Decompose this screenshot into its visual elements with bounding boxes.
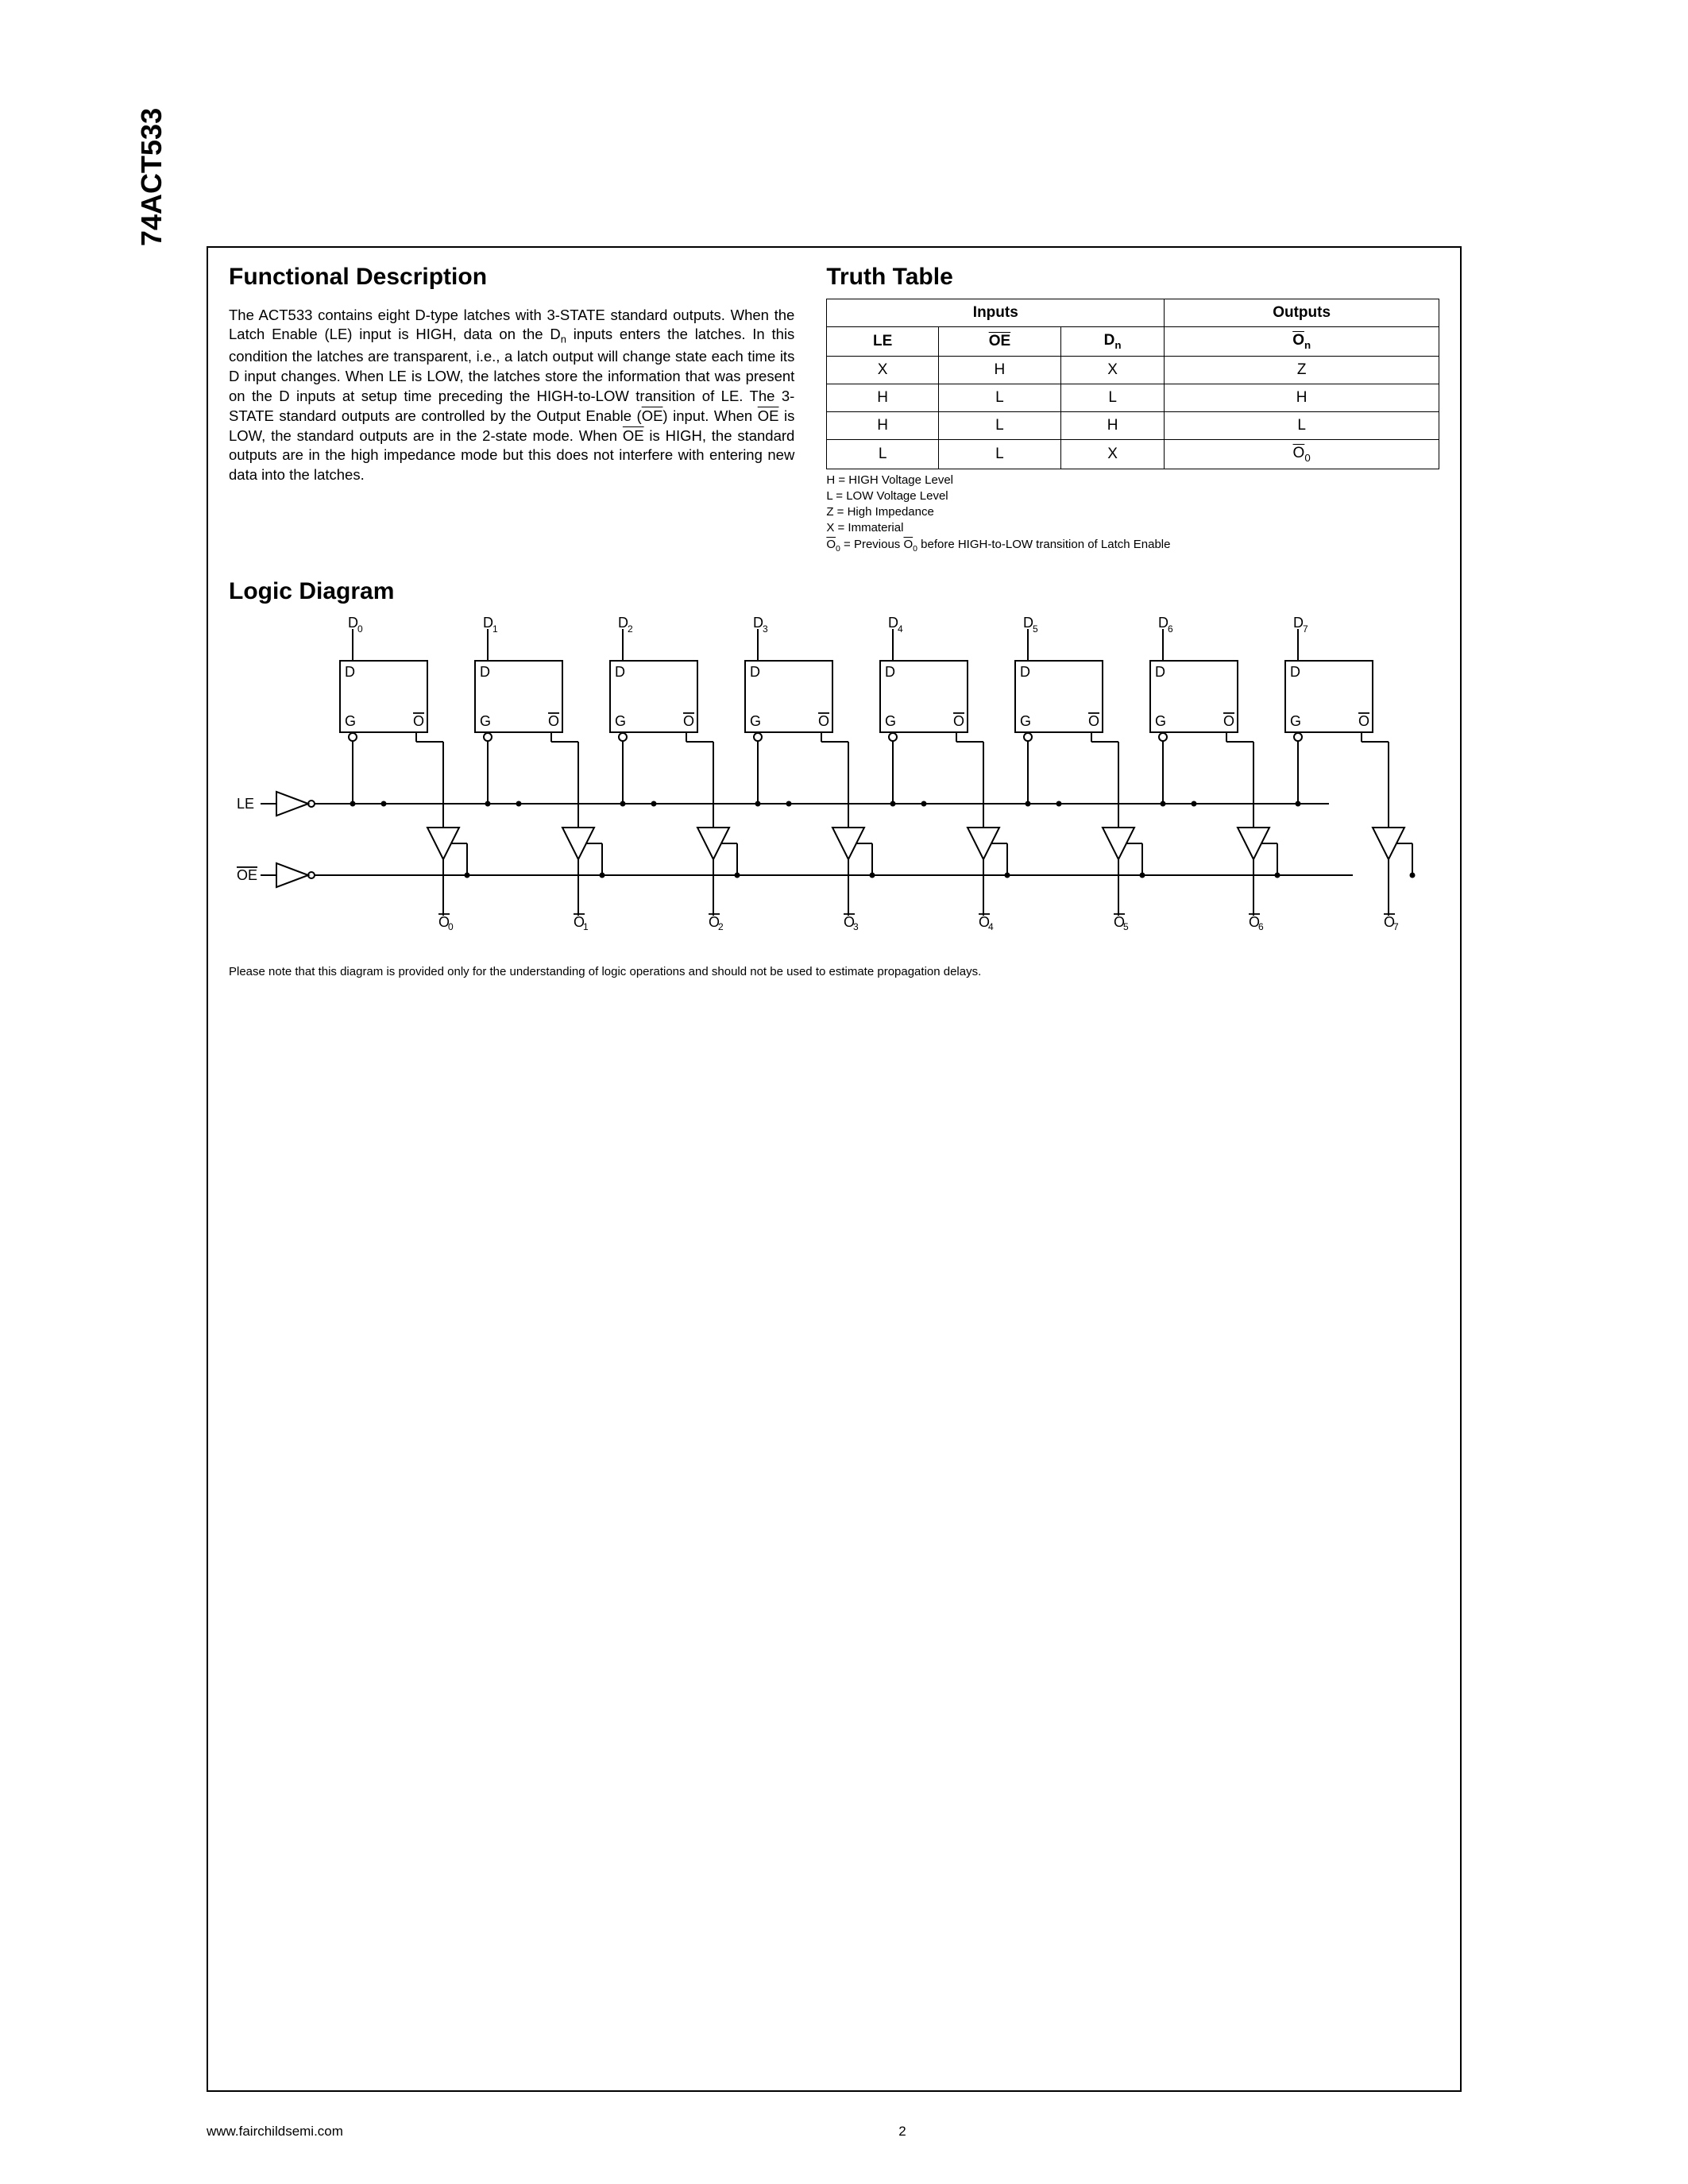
svg-text:4: 4 bbox=[898, 623, 903, 635]
svg-text:D: D bbox=[1290, 664, 1300, 680]
col-dn: Dn bbox=[1060, 327, 1164, 357]
section-heading: Logic Diagram bbox=[229, 578, 1439, 605]
svg-text:D: D bbox=[1020, 664, 1030, 680]
functional-description: Functional Description The ACT533 contai… bbox=[229, 264, 794, 554]
svg-text:O: O bbox=[1088, 713, 1099, 729]
svg-text:O: O bbox=[1223, 713, 1234, 729]
svg-text:0: 0 bbox=[357, 623, 363, 635]
content-frame: Functional Description The ACT533 contai… bbox=[207, 246, 1462, 2092]
svg-text:D: D bbox=[885, 664, 895, 680]
svg-text:OE: OE bbox=[237, 867, 257, 883]
svg-text:G: G bbox=[1020, 713, 1031, 729]
svg-text:G: G bbox=[480, 713, 491, 729]
svg-text:5: 5 bbox=[1033, 623, 1038, 635]
table-row: X H X Z bbox=[827, 356, 1439, 384]
col-on: On bbox=[1165, 327, 1439, 357]
functional-paragraph: The ACT533 contains eight D-type latches… bbox=[229, 306, 794, 486]
svg-text:1: 1 bbox=[583, 921, 589, 932]
table-row: LE OE Dn On bbox=[827, 327, 1439, 357]
svg-text:3: 3 bbox=[853, 921, 859, 932]
footer-page-number: 2 bbox=[207, 2124, 1462, 2140]
header-inputs: Inputs bbox=[827, 299, 1165, 327]
table-row: L L X O0 bbox=[827, 439, 1439, 469]
table-row: Inputs Outputs bbox=[827, 299, 1439, 327]
table-row: H L L H bbox=[827, 384, 1439, 411]
svg-text:O: O bbox=[1358, 713, 1369, 729]
svg-text:G: G bbox=[615, 713, 626, 729]
svg-text:G: G bbox=[885, 713, 896, 729]
logic-diagram-section: Logic Diagram LE OE D 0 D G O O 0 D 1 D G O O 1 D 2 D G O O 2 D… bbox=[229, 578, 1439, 978]
svg-text:O: O bbox=[953, 713, 964, 729]
svg-text:G: G bbox=[1155, 713, 1166, 729]
truth-table: Inputs Outputs LE OE Dn On X H X Z bbox=[826, 299, 1439, 469]
svg-text:O: O bbox=[413, 713, 424, 729]
header-outputs: Outputs bbox=[1165, 299, 1439, 327]
svg-text:D: D bbox=[1155, 664, 1165, 680]
svg-text:G: G bbox=[1290, 713, 1301, 729]
svg-text:D: D bbox=[750, 664, 760, 680]
svg-text:4: 4 bbox=[988, 921, 994, 932]
svg-text:7: 7 bbox=[1303, 623, 1308, 635]
table-row: H L H L bbox=[827, 411, 1439, 439]
svg-text:D: D bbox=[345, 664, 355, 680]
svg-text:LE: LE bbox=[237, 796, 254, 812]
svg-text:5: 5 bbox=[1123, 921, 1129, 932]
svg-text:O: O bbox=[683, 713, 694, 729]
svg-text:0: 0 bbox=[448, 921, 454, 932]
svg-text:2: 2 bbox=[718, 921, 724, 932]
svg-text:D: D bbox=[480, 664, 490, 680]
svg-text:1: 1 bbox=[492, 623, 498, 635]
datasheet-page: 74ACT533 Functional Description The ACT5… bbox=[207, 246, 1485, 2092]
svg-text:G: G bbox=[345, 713, 356, 729]
section-heading: Functional Description bbox=[229, 264, 794, 291]
truth-table-legend: H = HIGH Voltage Level L = LOW Voltage L… bbox=[826, 473, 1439, 554]
svg-text:7: 7 bbox=[1393, 921, 1399, 932]
svg-text:6: 6 bbox=[1168, 623, 1173, 635]
page-footer: www.fairchildsemi.com 2 bbox=[207, 2124, 1462, 2140]
svg-text:2: 2 bbox=[628, 623, 633, 635]
section-heading: Truth Table bbox=[826, 264, 1439, 291]
svg-text:O: O bbox=[548, 713, 559, 729]
svg-text:G: G bbox=[750, 713, 761, 729]
col-oe: OE bbox=[938, 327, 1060, 357]
diagram-note: Please note that this diagram is provide… bbox=[229, 965, 1439, 978]
svg-text:O: O bbox=[818, 713, 829, 729]
svg-text:3: 3 bbox=[763, 623, 768, 635]
logic-diagram-svg: LEOED0DGOO0D1DGOO1D2DGOO2D3DGOO3D4DGOO4D… bbox=[229, 613, 1436, 947]
svg-text:D: D bbox=[615, 664, 625, 680]
side-part-label: 74ACT533 bbox=[135, 108, 168, 246]
col-le: LE bbox=[827, 327, 939, 357]
footer-url: www.fairchildsemi.com bbox=[207, 2124, 343, 2140]
svg-text:6: 6 bbox=[1258, 921, 1264, 932]
truth-table-block: Truth Table Inputs Outputs LE OE Dn On X bbox=[826, 264, 1439, 554]
